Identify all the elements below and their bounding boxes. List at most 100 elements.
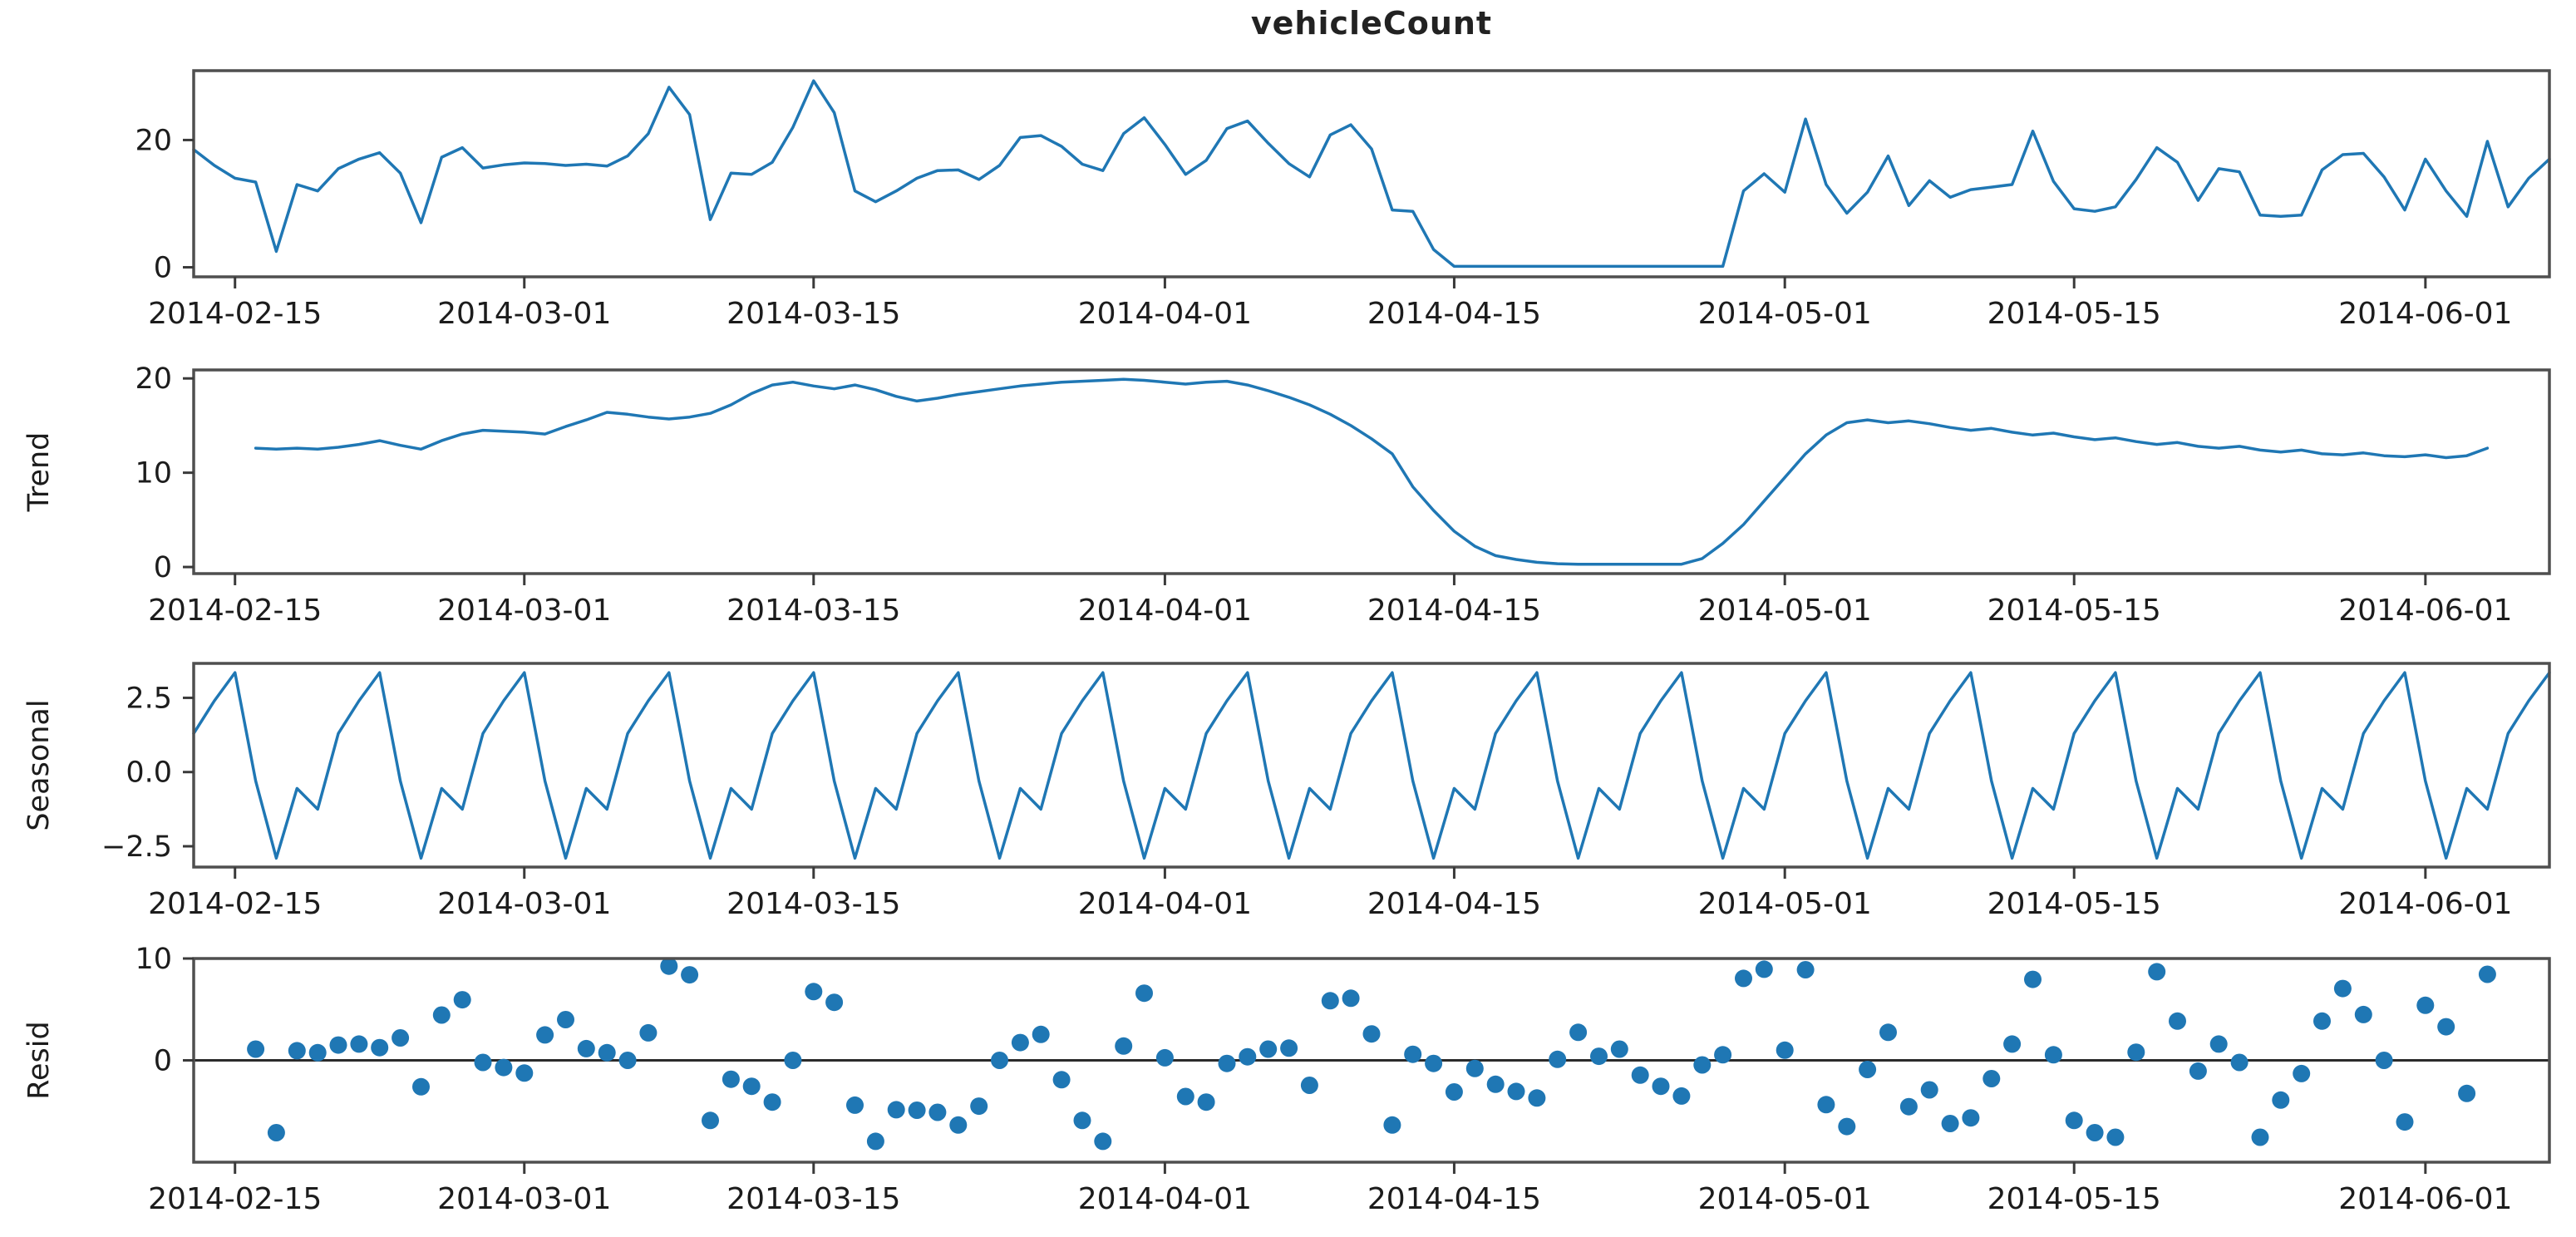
seasonal-ylabel: Seasonal bbox=[22, 699, 56, 830]
resid-point bbox=[1362, 1025, 1381, 1043]
observed-ytick-label: 20 bbox=[135, 124, 172, 157]
resid-point bbox=[1445, 1083, 1463, 1101]
resid-point bbox=[887, 1101, 905, 1119]
resid-xtick-label: 2014-04-15 bbox=[1367, 1182, 1541, 1216]
seasonal-ytick-label: −2.5 bbox=[101, 830, 172, 864]
trend-xtick-label: 2014-04-15 bbox=[1367, 594, 1541, 628]
resid-xtick-label: 2014-05-15 bbox=[1987, 1182, 2161, 1216]
resid-point bbox=[722, 1070, 740, 1088]
resid-point bbox=[1672, 1087, 1691, 1105]
resid-point bbox=[1714, 1046, 1732, 1064]
resid-point bbox=[1879, 1023, 1897, 1042]
resid-point bbox=[371, 1038, 389, 1057]
resid-point bbox=[970, 1097, 988, 1116]
resid-point bbox=[2313, 1012, 2331, 1030]
observed-subplot: 0 20 2014-02-15 2014-03-01 2014-03-15 2014-04… bbox=[135, 69, 2551, 331]
resid-point bbox=[1610, 1040, 1628, 1058]
resid-point bbox=[2044, 1046, 2062, 1064]
resid-point bbox=[1135, 984, 1153, 1003]
seasonal-xtick-label: 2014-03-01 bbox=[437, 887, 611, 921]
resid-point bbox=[1155, 1048, 1174, 1067]
resid-point bbox=[2437, 1018, 2455, 1036]
resid-point bbox=[1176, 1087, 1194, 1106]
resid-point bbox=[784, 1052, 802, 1069]
resid-point bbox=[1052, 1071, 1071, 1089]
resid-point bbox=[1817, 1096, 1835, 1114]
resid-point bbox=[1383, 1116, 1401, 1134]
resid-point bbox=[1631, 1066, 1649, 1084]
seasonal-xtick-label: 2014-05-15 bbox=[1987, 887, 2161, 921]
resid-xtick-label: 2014-02-15 bbox=[148, 1182, 322, 1216]
resid-point bbox=[247, 1040, 265, 1058]
resid-point bbox=[1920, 1081, 1938, 1099]
resid-point bbox=[2375, 1052, 2393, 1069]
resid-point bbox=[991, 1052, 1008, 1069]
resid-point bbox=[2086, 1124, 2104, 1141]
resid-point bbox=[1486, 1075, 1505, 1093]
resid-point bbox=[1693, 1056, 1712, 1074]
seasonal-xtick-label: 2014-03-15 bbox=[727, 887, 900, 921]
resid-point bbox=[1094, 1132, 1112, 1151]
resid-point bbox=[2251, 1128, 2269, 1146]
resid-point bbox=[474, 1053, 492, 1072]
seasonal-ytick-label: 0.0 bbox=[126, 756, 172, 790]
resid-point bbox=[453, 991, 471, 1009]
trend-subplot: 0 10 20 2014-02-15 2014-03-01 2014-03-15 2014-… bbox=[22, 362, 2551, 628]
resid-point bbox=[1425, 1054, 1443, 1072]
resid-point bbox=[1115, 1037, 1133, 1055]
resid-point bbox=[2354, 1005, 2372, 1023]
resid-point bbox=[2333, 979, 2352, 998]
seasonal-ytick-label: 2.5 bbox=[126, 682, 172, 715]
resid-point bbox=[495, 1058, 513, 1077]
resid-point bbox=[1321, 992, 1339, 1010]
seasonal-xtick-label: 2014-04-01 bbox=[1078, 887, 1252, 921]
resid-point bbox=[2209, 1035, 2228, 1053]
trend-line bbox=[254, 377, 2490, 566]
resid-point bbox=[392, 1029, 410, 1047]
resid-point bbox=[660, 957, 678, 975]
seasonal-xtick-label: 2014-02-15 bbox=[148, 887, 322, 921]
resid-point bbox=[1011, 1033, 1029, 1052]
resid-point bbox=[1652, 1077, 1670, 1096]
resid-point bbox=[2003, 1035, 2022, 1053]
resid-point bbox=[825, 993, 844, 1012]
seasonal-xtick-label: 2014-06-01 bbox=[2338, 887, 2512, 921]
observed-xtick-label: 2014-03-01 bbox=[437, 297, 611, 331]
resid-point bbox=[2458, 1084, 2476, 1102]
resid-subplot: 0 10 2014-02-15 2014-03-01 2014-03-15 2014-04… bbox=[22, 943, 2551, 1216]
resid-point bbox=[1197, 1093, 1215, 1111]
resid-point bbox=[1590, 1047, 1608, 1066]
resid-point bbox=[2065, 1111, 2083, 1130]
resid-point bbox=[536, 1026, 554, 1044]
resid-point bbox=[2293, 1064, 2311, 1082]
resid-point bbox=[908, 1101, 926, 1119]
trend-xtick-label: 2014-05-01 bbox=[1698, 594, 1872, 628]
resid-point bbox=[2478, 965, 2496, 983]
resid-xtick-label: 2014-03-01 bbox=[437, 1182, 611, 1216]
resid-point bbox=[949, 1116, 968, 1134]
resid-point bbox=[1032, 1025, 1050, 1043]
resid-ytick-label: 0 bbox=[154, 1045, 172, 1078]
resid-point bbox=[681, 966, 699, 984]
resid-points bbox=[247, 957, 2496, 1151]
resid-point bbox=[702, 1111, 719, 1130]
resid-point bbox=[329, 1036, 347, 1054]
resid-point bbox=[742, 1077, 761, 1096]
resid-point bbox=[1899, 1097, 1918, 1116]
chart-title: vehicleCount bbox=[1250, 5, 1493, 42]
resid-point bbox=[1342, 989, 1360, 1008]
trend-ytick-label: 0 bbox=[154, 551, 172, 584]
trend-xtick-label: 2014-03-15 bbox=[727, 594, 900, 628]
resid-point bbox=[805, 983, 823, 1001]
resid-point bbox=[1941, 1115, 1959, 1132]
resid-point bbox=[598, 1043, 616, 1062]
resid-point bbox=[577, 1039, 595, 1057]
resid-xtick-label: 2014-05-01 bbox=[1698, 1182, 1872, 1216]
resid-point bbox=[1507, 1082, 1525, 1101]
resid-point bbox=[1239, 1047, 1257, 1066]
resid-xtick-label: 2014-06-01 bbox=[2338, 1182, 2512, 1216]
resid-point bbox=[2272, 1091, 2290, 1109]
observed-ytick-label: 0 bbox=[154, 252, 172, 285]
resid-point bbox=[1073, 1111, 1091, 1130]
